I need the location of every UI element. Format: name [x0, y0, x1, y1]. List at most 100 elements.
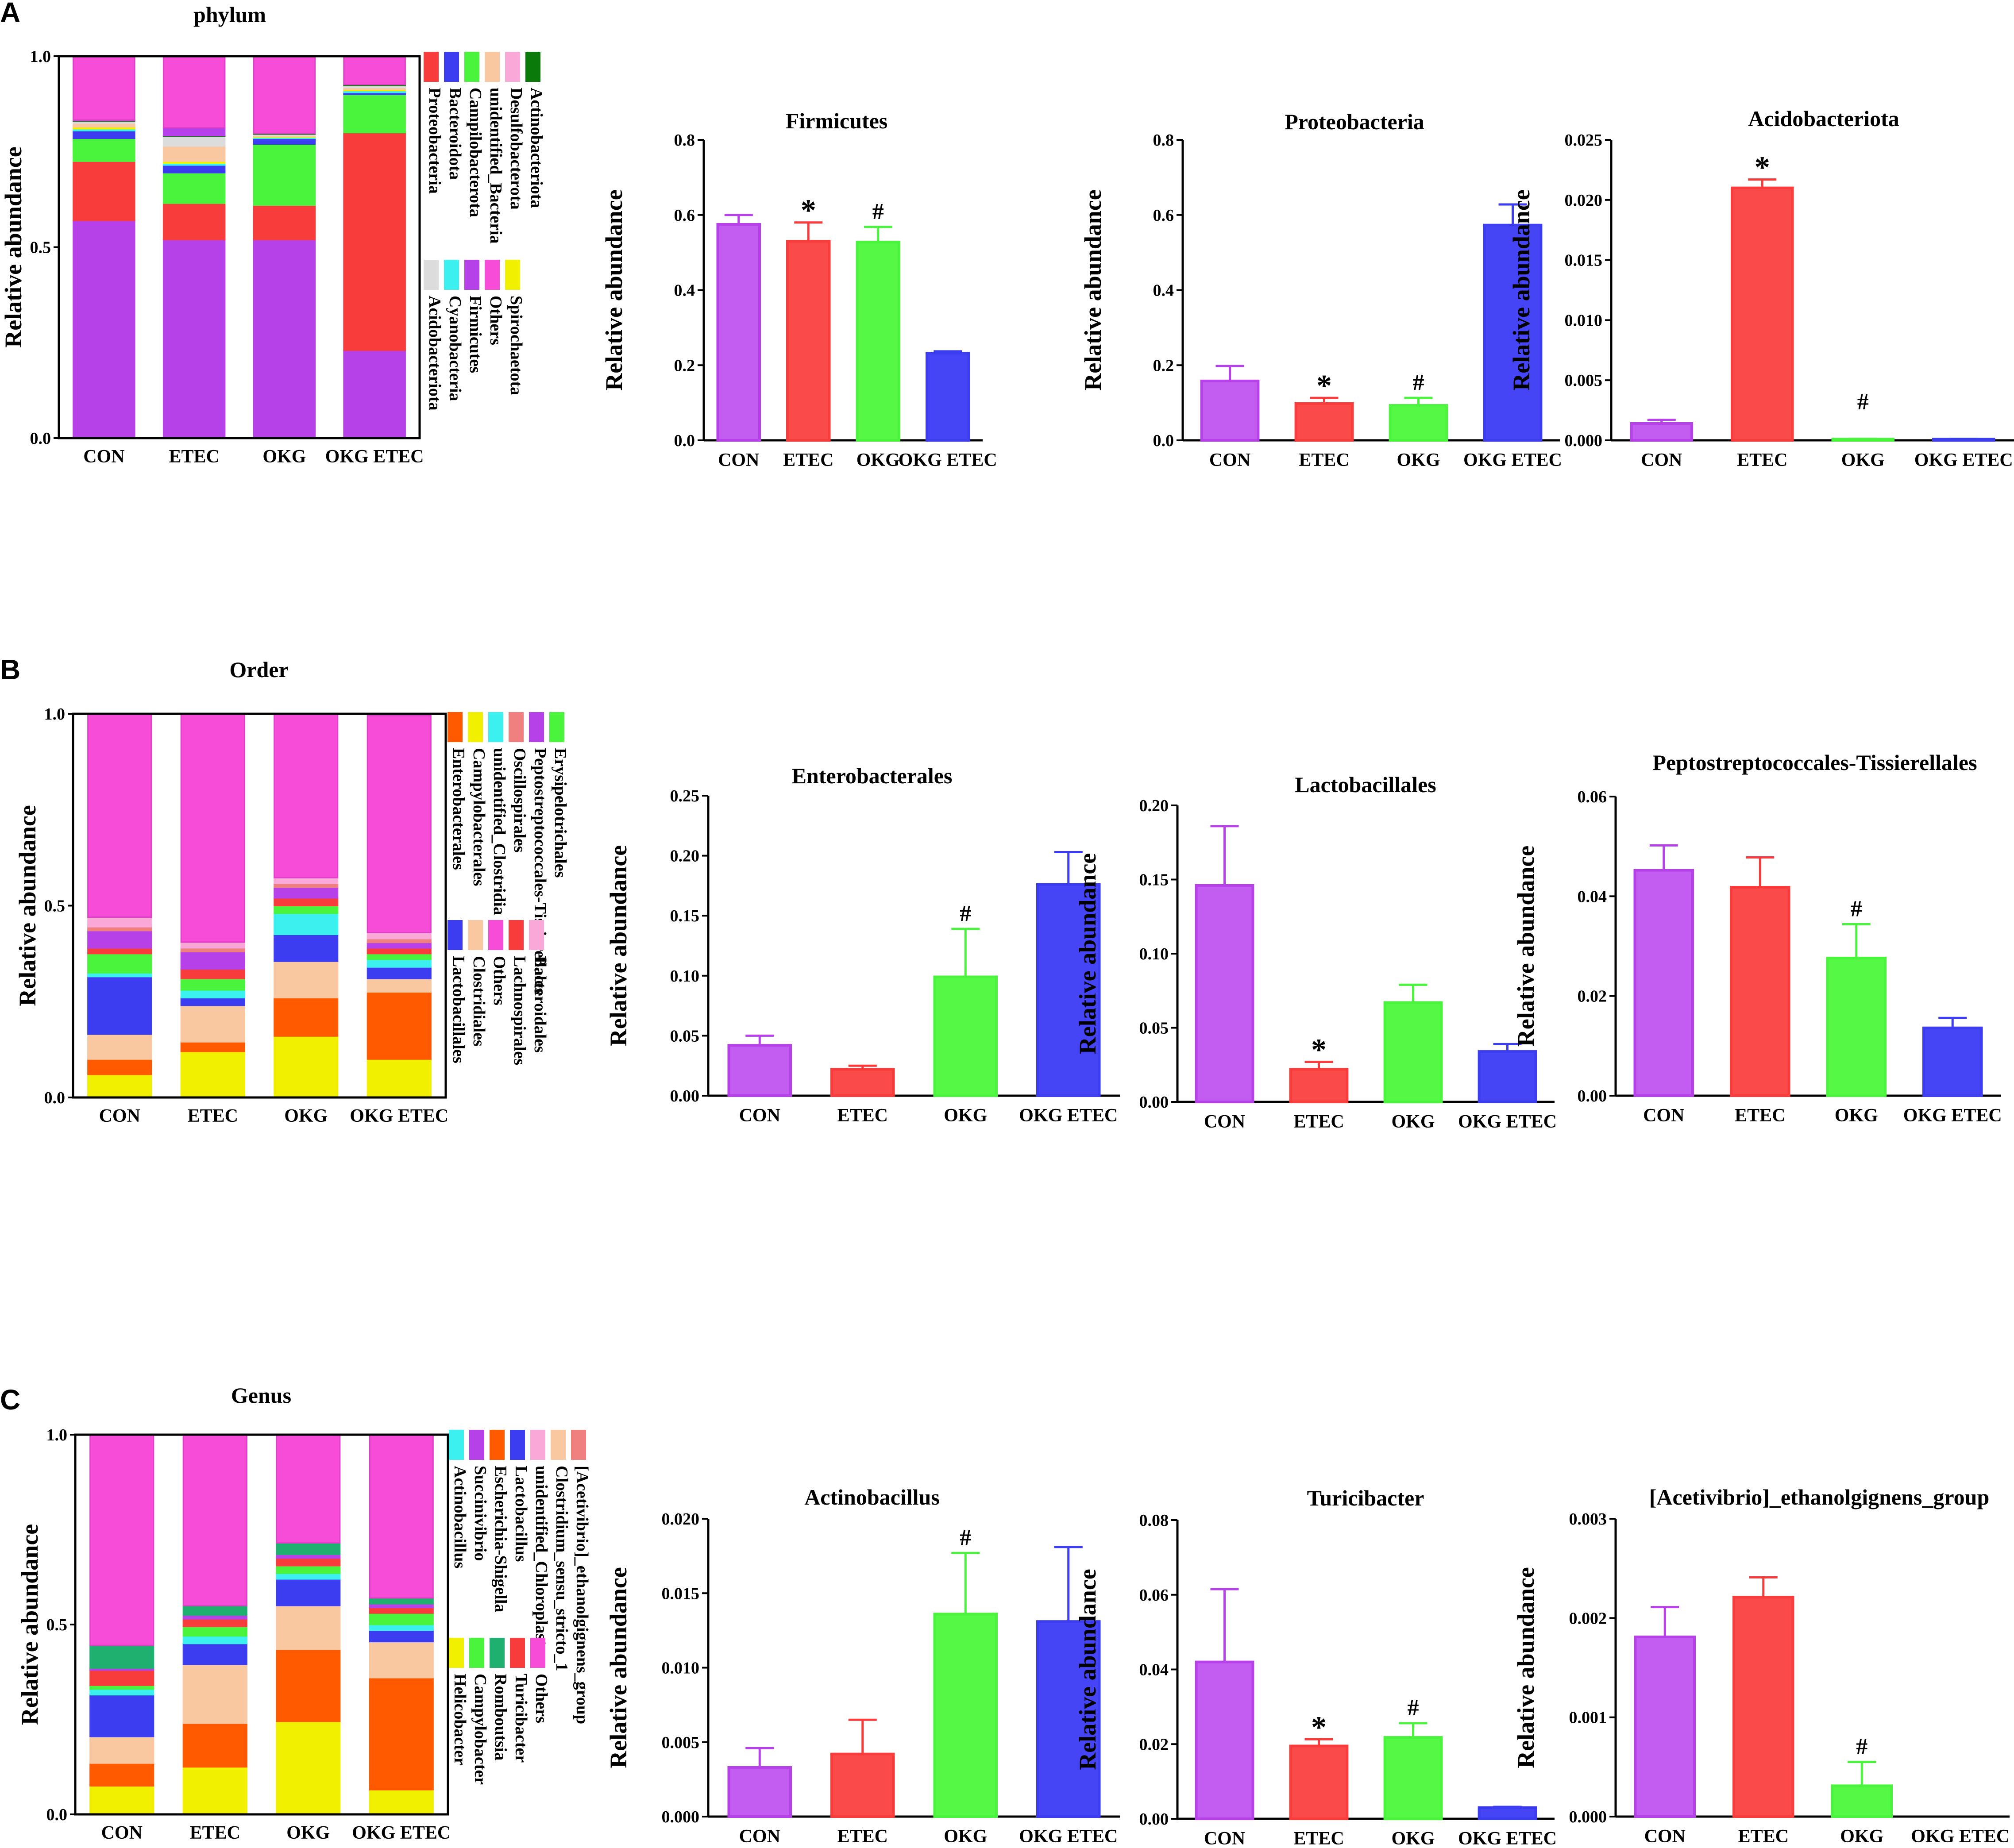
stack-segment	[276, 1648, 341, 1722]
bar-chart-title: Acidobacteriota	[1748, 106, 1899, 131]
bar	[1731, 186, 1794, 442]
stack-segment	[253, 143, 316, 206]
y-tick-label: 0.0	[46, 1806, 68, 1824]
stack-segment	[276, 1572, 341, 1580]
stack-segment	[369, 1434, 434, 1599]
y-tick-label: 0.005	[662, 1733, 700, 1752]
legend-label: Clostridium_sensu_stricto_1	[552, 1466, 571, 1671]
stacked-chart-title: phylum	[193, 2, 266, 27]
x-category-label: OKG	[262, 447, 306, 467]
stack-segment	[276, 1565, 341, 1574]
legend-label: Lactobacillus	[512, 1466, 530, 1562]
legend-swatch	[490, 1430, 505, 1460]
y-tick-label: 0.15	[1139, 871, 1169, 889]
stack-segment	[73, 160, 135, 221]
y-tick-label: 0.02	[1578, 987, 1607, 1006]
y-tick-label: 0.0	[674, 431, 695, 450]
y-tick-label: 0.000	[1565, 431, 1603, 450]
x-category-label: OKG	[286, 1823, 330, 1843]
stack-segment	[182, 1663, 247, 1724]
legend-label: Others	[532, 1674, 551, 1723]
y-tick-label: 0.015	[662, 1584, 700, 1603]
legend-label: unidentified_Chloroplast	[532, 1466, 551, 1646]
legend-swatch	[488, 712, 503, 742]
stack-segment	[182, 1643, 247, 1665]
legend-label: [Acetivibrio]_ethanolgignens_group	[573, 1466, 591, 1724]
bar	[716, 223, 761, 442]
y-tick-label: 0.002	[1569, 1609, 1607, 1628]
legend-swatch	[449, 1430, 464, 1460]
stack-segment	[180, 951, 245, 970]
legend-label: Bacteroidales	[531, 956, 549, 1053]
x-category-label: OKG	[944, 1826, 987, 1847]
x-category-label: OKG	[1835, 1105, 1878, 1126]
legend-label: Bacteroidota	[446, 88, 464, 180]
x-category-label: OKG ETEC	[1911, 1826, 2010, 1847]
x-category-label: OKG ETEC	[350, 1106, 448, 1126]
stack-segment	[369, 1677, 434, 1790]
y-axis-title: Relative abundance	[605, 1567, 632, 1768]
legend-swatch	[444, 260, 459, 290]
x-category-label: ETEC	[1737, 450, 1787, 470]
stack-segment	[162, 55, 226, 128]
y-tick-label: 0.10	[1139, 945, 1169, 963]
legend-label: Enterobacterales	[449, 748, 468, 870]
x-category-label: OKG ETEC	[1019, 1105, 1118, 1126]
y-tick-label: 0.05	[1139, 1019, 1169, 1038]
bar	[1478, 1050, 1537, 1104]
y-tick-label: 0.00	[1139, 1810, 1169, 1829]
y-tick-label: 0.003	[1569, 1510, 1607, 1528]
stack-segment	[87, 1033, 152, 1060]
x-category-label: OKG ETEC	[325, 447, 424, 467]
legend-label: Desulfobacterota	[507, 88, 525, 210]
stack-segment	[182, 1434, 247, 1606]
y-tick-label: 0.06	[1578, 788, 1607, 806]
bar	[1195, 884, 1254, 1104]
legend-swatch	[490, 1638, 505, 1668]
x-category-label: CON	[101, 1823, 143, 1843]
legend-label: Romboutsia	[491, 1674, 510, 1760]
bar	[1483, 223, 1543, 442]
legend-label: Escherichia-Shigella	[491, 1466, 510, 1612]
y-tick-label: 0.05	[670, 1027, 700, 1045]
stack-segment	[274, 886, 339, 899]
x-category-label: CON	[99, 1106, 140, 1126]
bar-chart-title: Peptostreptococcales-Tissierellales	[1652, 750, 1977, 775]
stack-segment	[89, 1762, 154, 1787]
significance-mark: #	[1851, 896, 1862, 921]
x-category-label: CON	[739, 1105, 780, 1126]
stack-segment	[73, 219, 135, 439]
y-tick-label: 0.4	[1153, 281, 1174, 300]
y-tick-label: 0.001	[1569, 1709, 1607, 1727]
legend-label: Lactobacillales	[449, 956, 468, 1063]
stack-segment	[89, 1694, 154, 1737]
x-category-label: OKG	[284, 1106, 328, 1126]
legend-label: Oscillospirales	[510, 748, 529, 852]
stack-segment	[89, 1785, 154, 1815]
y-axis-title: Relative abundance	[0, 146, 27, 348]
bar	[1826, 957, 1887, 1097]
bar	[933, 1613, 998, 1818]
stack-segment	[87, 1058, 152, 1075]
y-tick-label: 0.6	[674, 206, 695, 225]
legend-swatch	[468, 920, 483, 950]
stack-segment	[87, 1074, 152, 1098]
y-tick-label: 0.5	[46, 1616, 68, 1634]
legend-label: Helicobacter	[451, 1674, 469, 1765]
stack-segment	[274, 897, 339, 907]
stack-segment	[182, 1618, 247, 1627]
y-tick-label: 0.00	[1139, 1093, 1169, 1112]
stack-segment	[87, 947, 152, 955]
stack-segment	[343, 55, 406, 85]
stack-segment	[89, 1434, 154, 1646]
bar	[1200, 379, 1260, 442]
legend-label: Acidobacteriota	[425, 296, 444, 411]
legend-swatch	[424, 52, 439, 82]
x-category-label: CON	[739, 1826, 780, 1847]
bar-chart-title: Actinobacillus	[804, 1485, 940, 1509]
y-tick-label: 0.00	[670, 1087, 700, 1105]
y-tick-label: 0.04	[1578, 887, 1607, 906]
significance-mark: *	[1311, 1710, 1327, 1744]
legend-swatch	[571, 1430, 586, 1460]
bar	[1922, 1026, 1983, 1097]
